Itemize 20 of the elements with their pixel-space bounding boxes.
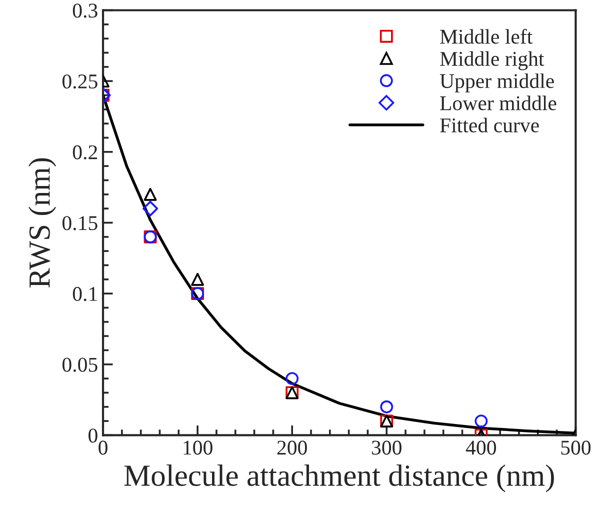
y-axis-title: RWS (nm) [28, 158, 56, 288]
x-tick-label: 100 [184, 440, 212, 455]
y-tick-label: 0.25 [62, 74, 98, 89]
x-tick-label: 0 [98, 440, 108, 455]
x-tick-label: 300 [372, 440, 402, 455]
y-tick-label: 0.15 [62, 216, 98, 230]
y-tick-label: 0.1 [72, 286, 97, 302]
y-tick-label: 0.05 [62, 358, 98, 372]
legend-label: Lower middle [440, 96, 556, 110]
x-tick-label: 400 [466, 440, 496, 455]
legend-label: Fitted curve [440, 118, 539, 132]
y-tick-label: 0 [88, 428, 98, 443]
y-tick-label: 0.2 [72, 145, 98, 160]
y-tick-label: 0.3 [72, 4, 98, 18]
x-tick-label: 200 [277, 440, 307, 455]
x-axis-title: Molecule attachment distance (nm) [124, 464, 554, 492]
legend-label: Middle right [440, 51, 544, 70]
legend-label: Upper middle [440, 73, 554, 92]
legend-label: Middle left [440, 28, 533, 44]
x-tick-label: 500 [561, 440, 591, 455]
